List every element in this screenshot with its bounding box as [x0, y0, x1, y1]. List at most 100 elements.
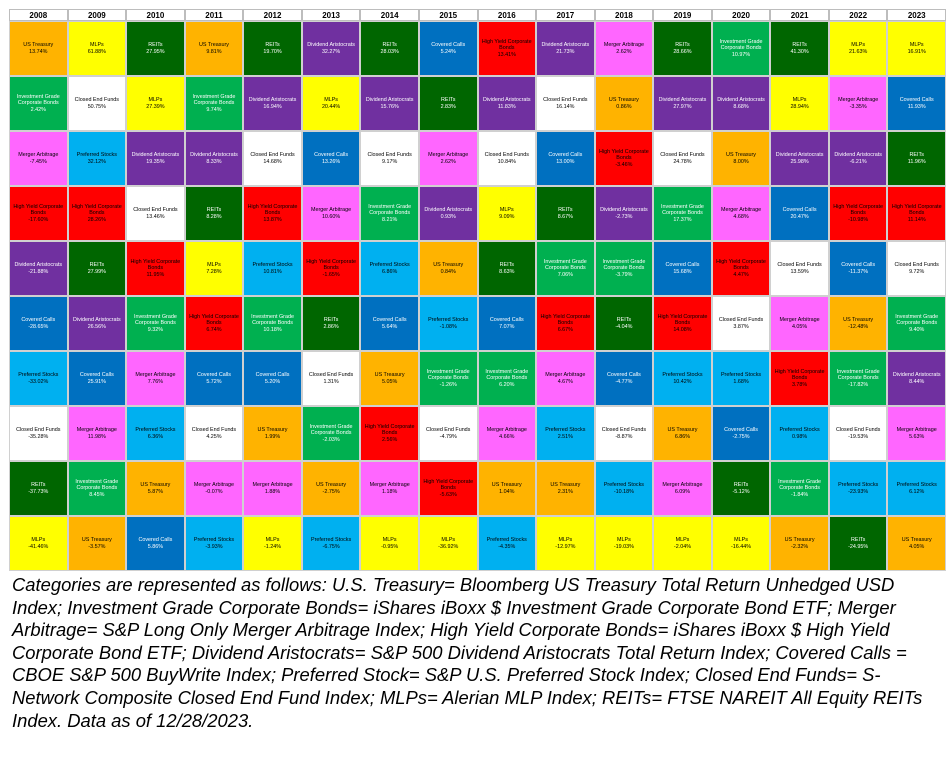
quilt-cell: US Treasury -3.57%: [67, 516, 127, 571]
return-value: 3.78%: [791, 382, 808, 389]
return-value: 25.91%: [87, 379, 106, 385]
return-value: -1.26%: [439, 382, 457, 389]
return-value: -4.35%: [498, 544, 516, 550]
asset-class-name: US Treasury: [726, 151, 757, 158]
quilt-cell: Covered Calls 25.91%: [67, 351, 127, 406]
return-value: 5.24%: [440, 49, 456, 55]
asset-class-name: Closed End Funds: [133, 206, 178, 213]
asset-class-name: Closed End Funds: [777, 261, 822, 268]
return-value: 10.97%: [731, 52, 751, 59]
quilt-cell: Covered Calls 5.72%: [184, 351, 244, 406]
return-value: 1.99%: [264, 434, 281, 440]
quilt-cell: Merger Arbitrage 2.62%: [418, 131, 478, 186]
quilt-cell: Investment Grade Corporate Bonds -17.82%: [828, 351, 888, 406]
asset-class-name: Investment Grade Corporate Bonds: [895, 313, 939, 326]
return-value: 15.68%: [673, 269, 692, 275]
quilt-cell: Investment Grade Corporate Bonds 6.20%: [477, 351, 537, 406]
return-value: -23.93%: [848, 489, 869, 495]
year-header-2020: 2020: [711, 9, 771, 21]
quilt-cell: US Treasury 4.05%: [887, 516, 946, 571]
asset-class-name: REITs: [792, 41, 807, 48]
asset-class-name: US Treasury: [784, 536, 815, 543]
asset-class-name: High Yield Corporate Bonds: [423, 478, 474, 491]
quilt-cell: Dividend Aristocrats 16.94%: [243, 76, 302, 131]
return-value: 6.12%: [909, 489, 925, 495]
asset-class-name: Covered Calls: [724, 426, 758, 433]
return-value: 13.74%: [29, 49, 48, 55]
asset-class-name: MLPs: [89, 41, 104, 48]
quilt-cell: Dividend Aristocrats 11.83%: [477, 76, 537, 131]
return-value: 9.72%: [909, 269, 925, 275]
asset-class-name: Covered Calls: [79, 371, 114, 378]
return-value: -2.32%: [791, 544, 809, 550]
return-value: 1.68%: [733, 379, 749, 385]
quilt-cell: MLPs -36.92%: [418, 516, 478, 571]
quilt-cell: Closed End Funds 4.25%: [184, 406, 244, 461]
asset-class-name: Dividend Aristocrats: [424, 206, 473, 213]
return-value: 9.09%: [499, 214, 515, 220]
return-value: 6.86%: [674, 434, 691, 440]
return-value: 7.28%: [206, 269, 222, 275]
return-value: -17.82%: [848, 382, 869, 389]
asset-class-name: US Treasury: [374, 371, 405, 378]
return-value: -2.73%: [615, 214, 633, 220]
quilt-cell: Investment Grade Corporate Bonds 10.18%: [243, 296, 302, 351]
asset-class-name: Investment Grade Corporate Bonds: [426, 368, 470, 381]
quilt-cell: Dividend Aristocrats 15.76%: [360, 76, 419, 131]
quilt-cell: REITs 11.96%: [887, 131, 946, 186]
asset-class-name: Investment Grade Corporate Bonds: [309, 423, 353, 436]
return-value: 61.88%: [87, 49, 106, 55]
asset-class-name: Covered Calls: [314, 151, 349, 158]
asset-class-name: High Yield Corporate Bonds: [364, 423, 415, 436]
quilt-cell: US Treasury 9.81%: [184, 21, 244, 76]
return-value: 5.72%: [206, 379, 222, 385]
asset-class-name: Preferred Stocks: [838, 481, 879, 488]
asset-class-name: Closed End Funds: [601, 426, 647, 433]
quilt-cell: MLPs 9.09%: [477, 186, 537, 241]
asset-class-name: Dividend Aristocrats: [14, 261, 63, 268]
asset-class-name: Closed End Funds: [74, 96, 120, 103]
return-value: 10.42%: [673, 379, 692, 385]
quilt-cell: High Yield Corporate Bonds -1.65%: [301, 241, 361, 296]
return-value: -0.07%: [205, 489, 223, 495]
quilt-cell: Dividend Aristocrats 27.97%: [653, 76, 712, 131]
asset-class-name: High Yield Corporate Bonds: [247, 203, 298, 216]
asset-class-name: Investment Grade Corporate Bonds: [16, 93, 60, 106]
asset-class-name: Closed End Funds: [543, 96, 588, 103]
asset-class-name: Covered Calls: [255, 371, 290, 378]
return-value: -19.03%: [613, 544, 634, 550]
year-header-2014: 2014: [360, 9, 419, 21]
return-value: -3.57%: [88, 544, 106, 550]
quilt-cell: MLPs 61.88%: [67, 21, 127, 76]
quilt-cell: High Yield Corporate Bonds 13.41%: [477, 21, 537, 76]
return-value: 7.07%: [499, 324, 515, 330]
year-header-2012: 2012: [243, 9, 302, 21]
asset-class-name: High Yield Corporate Bonds: [189, 313, 239, 326]
return-value: 7.76%: [147, 379, 164, 385]
return-value: 6.36%: [147, 434, 164, 440]
asset-class-name: MLPs: [675, 536, 690, 543]
quilt-cell: Preferred Stocks 6.36%: [126, 406, 185, 461]
quilt-cell: REITs -5.12%: [711, 461, 771, 516]
quilt-cell: Dividend Aristocrats 8.68%: [711, 76, 771, 131]
return-value: -3.46%: [615, 162, 633, 169]
asset-class-name: Investment Grade Corporate Bonds: [368, 203, 412, 216]
return-value: -6.75%: [322, 544, 340, 550]
quilt-cell: MLPs -0.95%: [360, 516, 419, 571]
quilt-cell: High Yield Corporate Bonds -5.63%: [418, 461, 478, 516]
asset-class-name: Merger Arbitrage: [369, 481, 410, 488]
asset-class-name: Investment Grade Corporate Bonds: [836, 368, 880, 381]
year-header-2010: 2010: [126, 9, 185, 21]
quilt-cell: US Treasury 2.31%: [536, 461, 595, 516]
quilt-cell: MLPs 28.94%: [770, 76, 829, 131]
return-value: 28.66%: [673, 49, 692, 55]
quilt-cell: Covered Calls 20.47%: [770, 186, 829, 241]
quilt-cell: Preferred Stocks 6.12%: [887, 461, 946, 516]
asset-class-name: Merger Arbitrage: [428, 151, 469, 158]
return-value: -4.79%: [439, 434, 457, 440]
return-value: -24.95%: [848, 544, 869, 550]
quilt-cell: REITs 27.99%: [67, 241, 127, 296]
quilt-cell: MLPs -1.24%: [243, 516, 302, 571]
quilt-cell: High Yield Corporate Bonds -10.98%: [828, 186, 888, 241]
asset-class-name: Closed End Funds: [835, 426, 881, 433]
